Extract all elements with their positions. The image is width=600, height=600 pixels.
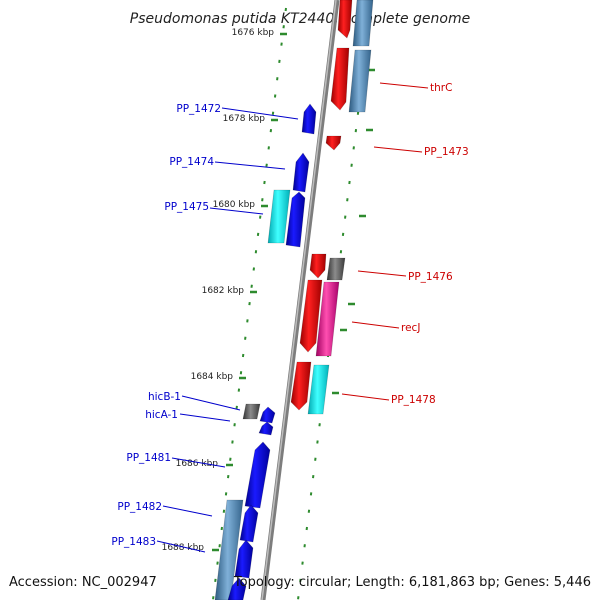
backbone-strand [260, 0, 340, 600]
feature-gray-1476 [326, 257, 346, 281]
leader-PP_1481 [171, 457, 226, 468]
scale-label-1680: 1680 kbp [213, 200, 256, 210]
leader-PP_1473 [373, 146, 423, 153]
gene-label-PP_1481[interactable]: PP_1481 [126, 452, 171, 464]
forward-gene-labels: PP_1472 PP_1474 PP_1475 hicB-1 hicA-1 PP… [111, 103, 221, 548]
gene-hicA-1 [259, 406, 276, 424]
scale-label-1688: 1688 kbp [162, 543, 205, 553]
feature-cyan-1475 [267, 189, 291, 244]
map-title: Pseudomonas putida KT2440, complete geno… [130, 11, 470, 27]
scale-label-1678: 1678 kbp [223, 114, 266, 124]
gene-label-PP_1476[interactable]: PP_1476 [408, 271, 453, 283]
gene-PP_1481 [244, 441, 271, 509]
scale-label-1676: 1676 kbp [232, 28, 275, 38]
leader-thrC [379, 82, 429, 89]
leader-hicB-1 [181, 395, 241, 411]
gene-PP_1473 [325, 135, 342, 151]
leader-recJ [351, 321, 400, 329]
leader-PP_1475 [209, 207, 264, 215]
gene-recJ [299, 279, 323, 353]
gene-PP_1478 [290, 361, 312, 411]
scale: 1676 kbp 1678 kbp 1680 kbp 1682 kbp 1684… [162, 28, 375, 553]
backbone-highlight [261, 0, 337, 600]
gene-label-thrC[interactable]: thrC [430, 82, 452, 94]
scale-label-1682: 1682 kbp [202, 286, 245, 296]
feature-steel-1482 [214, 499, 244, 600]
gene-label-recJ[interactable]: recJ [401, 322, 420, 334]
gene-label-PP_1478[interactable]: PP_1478 [391, 394, 436, 406]
topology-text: Topology: circular; Length: 6,181,863 bp… [233, 575, 591, 590]
gene-label-hicA-1[interactable]: hicA-1 [145, 409, 178, 421]
feature-magenta-recJ [315, 281, 340, 357]
gene-hicB-1 [242, 403, 261, 420]
leader-PP_1476 [357, 270, 407, 277]
gene-thrC [337, 0, 353, 39]
leader-PP_1474 [214, 161, 286, 170]
leader-PP_1478 [341, 393, 390, 401]
gene-label-hicB-1[interactable]: hicB-1 [148, 391, 181, 403]
leader-PP_1472 [221, 107, 299, 120]
gene-PP_1482 [239, 504, 259, 543]
scale-label-1684: 1684 kbp [191, 372, 234, 382]
feature-steel-2 [348, 49, 372, 113]
gene-label-PP_1475[interactable]: PP_1475 [164, 201, 209, 213]
gene-hicA-1b [258, 421, 274, 436]
gene-thrC-main [330, 47, 350, 111]
gene-PP_1476 [309, 253, 327, 279]
scale-label-1686: 1686 kbp [176, 459, 219, 469]
reverse-gene-labels: thrC PP_1473 PP_1476 recJ PP_1478 [391, 82, 469, 406]
gene-PP_1472 [301, 103, 317, 135]
feature-cyan-1478 [307, 364, 330, 415]
leader-PP_1483 [156, 540, 206, 553]
gene-PP_1483b [227, 577, 247, 600]
gene-label-PP_1483[interactable]: PP_1483 [111, 536, 156, 548]
leader-hicA-1 [179, 413, 231, 422]
gene-PP_1483 [234, 539, 254, 579]
leader-PP_1482 [162, 505, 213, 517]
gene-label-PP_1473[interactable]: PP_1473 [424, 146, 469, 158]
gene-label-PP_1482[interactable]: PP_1482 [117, 501, 162, 513]
label-leaders [156, 82, 429, 553]
gene-features [214, 0, 374, 600]
backbone [260, 0, 340, 600]
gene-PP_1475 [285, 191, 306, 248]
accession-text: Accession: NC_002947 [9, 575, 157, 590]
gene-label-PP_1474[interactable]: PP_1474 [169, 156, 214, 168]
gene-label-PP_1472[interactable]: PP_1472 [176, 103, 221, 115]
feature-steel-thrC [352, 0, 374, 47]
gene-PP_1474 [292, 152, 310, 193]
